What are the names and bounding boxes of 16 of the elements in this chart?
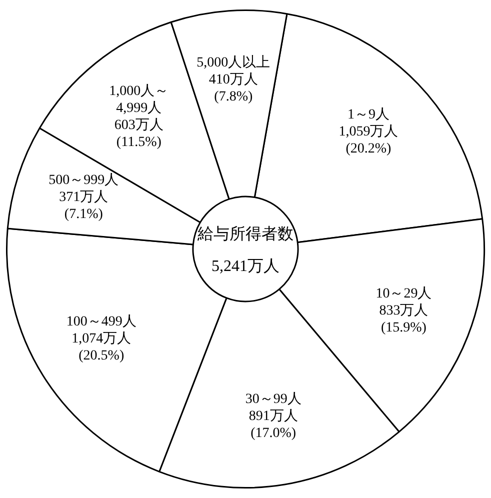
text: 給与所得者数 [196,225,294,244]
data-label: 833万人 (15.9%) [379,302,428,336]
slice-label: 1,000人～4,999人 [109,82,169,116]
slice-label: 1～9人 [347,106,390,122]
slice-label: 500～999人 [48,172,119,188]
slice-label: 100～499人 [66,314,136,330]
data-label: 410万人 (7.8%) [208,71,258,104]
data-label: 371万人 (7.1%) [59,189,108,222]
data-label: 1,059万人 (20.2%) [338,123,398,156]
slice-label: 5,000人以上 [196,54,270,70]
slice-label: 10～29人 [376,286,432,302]
data-label: 603万人 (11.5%) [114,116,164,150]
data-label: 891万人 (17.0%) [248,408,298,442]
slice-label: 30～99人 [245,391,302,408]
text: 5,241万人 [212,258,280,276]
data-label: 1,074万人 (20.5%) [72,330,132,364]
